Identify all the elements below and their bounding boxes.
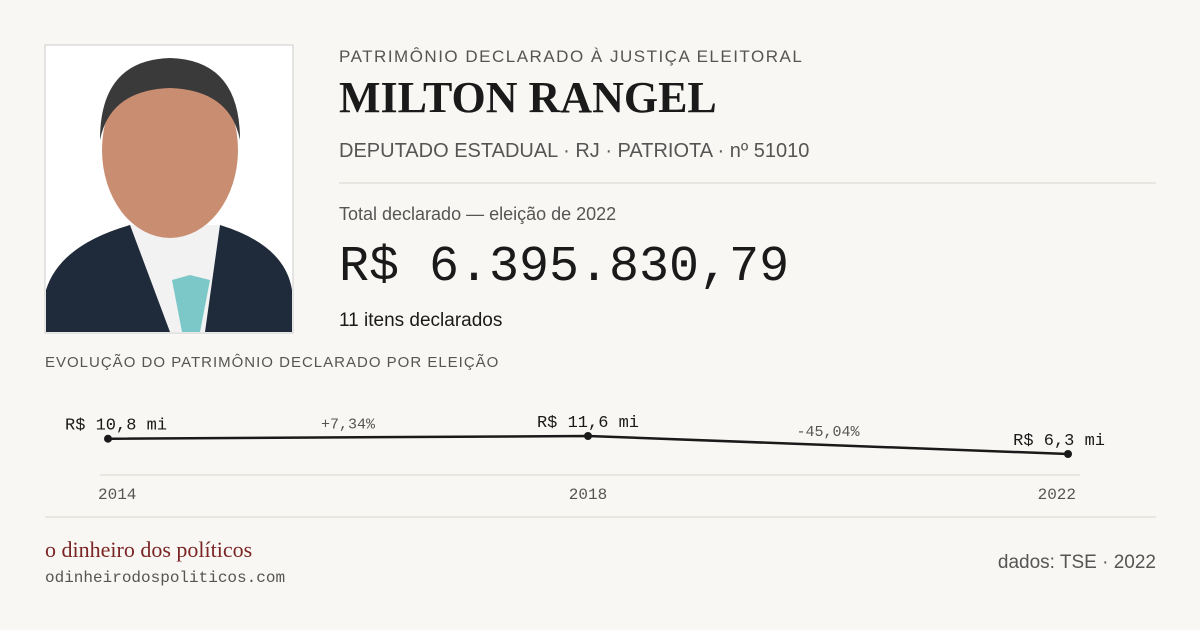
value-label: R$ 6,3 mi: [1013, 432, 1105, 451]
items-count: 11 itens declarados: [339, 310, 502, 331]
photo-tie: [172, 275, 210, 332]
photo-face: [102, 62, 238, 238]
point: [584, 432, 592, 440]
brand: o dinheiro dos políticos: [45, 537, 252, 562]
role: DEPUTADO ESTADUAL · RJ · PATRIOTA · nº 5…: [339, 140, 809, 162]
x-tick-label: 2022: [1038, 486, 1076, 504]
site: odinheirodospoliticos.com: [45, 569, 285, 587]
kicker: PATRIMÔNIO DECLARADO À JUSTIÇA ELEITORAL: [339, 47, 803, 66]
source: dados: TSE · 2022: [998, 552, 1156, 573]
x-tick-label: 2014: [98, 486, 136, 504]
x-tick-label: 2018: [569, 486, 607, 504]
total-value: R$ 6.395.830,79: [339, 239, 789, 296]
point: [1064, 450, 1072, 458]
change-label: -45,04%: [796, 424, 860, 441]
candidate-name: MILTON RANGEL: [339, 73, 717, 122]
total-label: Total declarado — eleição de 2022: [339, 204, 616, 224]
photo: [44, 44, 294, 334]
point: [104, 434, 112, 443]
change-label: +7,34%: [321, 416, 376, 433]
value-label: R$ 11,6 mi: [537, 414, 639, 433]
chart-title: EVOLUÇÃO DO PATRIMÔNIO DECLARADO POR ELE…: [45, 354, 499, 371]
value-label: R$ 10,8 mi: [65, 417, 167, 436]
photo-hair: [100, 58, 240, 140]
